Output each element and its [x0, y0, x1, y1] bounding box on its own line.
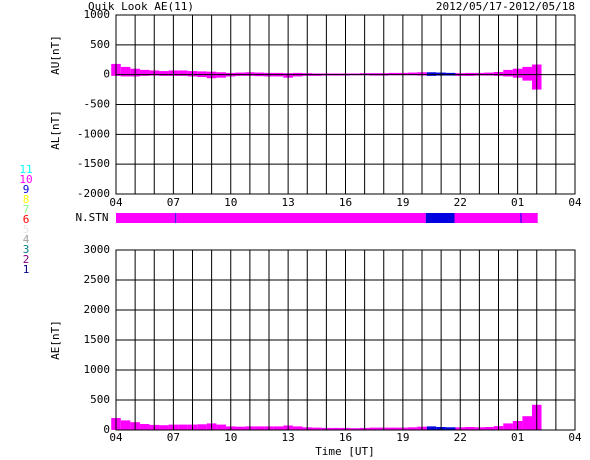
bar	[522, 416, 532, 430]
range-bar	[388, 72, 399, 76]
plot-frame	[115, 14, 576, 195]
legend-label: 10	[19, 173, 32, 186]
x-tick-label: 22	[454, 431, 467, 444]
legend-label: 6	[23, 213, 30, 226]
legend-label: 1	[23, 263, 30, 276]
y-tick-label: -1000	[77, 127, 110, 140]
y-tick-label: 1500	[84, 333, 111, 346]
range-bar	[159, 71, 169, 76]
bar	[235, 426, 246, 430]
bar	[350, 428, 360, 430]
x-tick-label: 19	[396, 431, 409, 444]
bar	[120, 420, 131, 430]
y-tick-label: 1000	[84, 8, 111, 21]
bar	[426, 426, 437, 430]
y-tick-label: 0	[103, 423, 110, 436]
x-label: Time [UT]	[315, 445, 375, 458]
bar	[292, 426, 303, 430]
station-segment	[520, 213, 522, 223]
legend-label: 3	[23, 243, 30, 256]
y-tick-label: 2500	[84, 273, 111, 286]
x-tick-label: 13	[282, 196, 295, 209]
x-tick-label: 04	[109, 196, 123, 209]
range-bar	[407, 72, 418, 76]
legend-label: 7	[23, 203, 30, 216]
legend-label: 8	[23, 193, 30, 206]
y-label: AL[nT]	[49, 110, 62, 150]
bar	[178, 424, 188, 430]
x-tick-label: 22	[454, 196, 467, 209]
x-tick-label: 10	[224, 431, 237, 444]
range-bar	[178, 70, 188, 76]
x-tick-label: 13	[282, 431, 295, 444]
bar	[197, 424, 207, 430]
y-tick-label: -2000	[77, 187, 110, 200]
range-bar	[503, 69, 513, 77]
bar	[216, 424, 226, 430]
range-bar	[522, 66, 532, 81]
range-bar	[484, 72, 494, 76]
range-bar	[120, 66, 131, 77]
bar	[503, 423, 513, 430]
x-tick-label: 07	[167, 431, 180, 444]
range-bar	[139, 69, 150, 76]
station-segment	[116, 213, 176, 223]
station-segment	[521, 213, 538, 223]
bar	[273, 426, 284, 430]
y-tick-label: -1500	[77, 157, 110, 170]
range-bar	[426, 72, 437, 76]
title: Quik Look AE(11)	[88, 0, 194, 13]
n-stn-label: N.STN	[75, 211, 108, 224]
period: 2012/05/17-2012/05/18	[436, 0, 575, 13]
y-label: AU[nT]	[49, 35, 62, 75]
y-tick-label: 500	[90, 393, 110, 406]
bar	[407, 427, 418, 430]
y-label: AE[nT]	[49, 320, 62, 360]
plot-frame	[115, 249, 576, 431]
bar	[445, 427, 456, 430]
bar	[388, 427, 399, 430]
x-tick-label: 16	[339, 431, 352, 444]
bar	[139, 424, 150, 430]
station-segment	[425, 213, 455, 223]
y-tick-label: -500	[84, 98, 111, 111]
bar	[465, 427, 475, 430]
station-segment	[176, 213, 426, 223]
bar	[254, 426, 265, 430]
x-tick-label: 01	[511, 431, 524, 444]
legend-label: 9	[23, 183, 30, 196]
x-tick-label: 07	[167, 196, 180, 209]
bar	[369, 427, 379, 430]
legend-label: 4	[23, 233, 30, 246]
y-tick-label: 1000	[84, 363, 111, 376]
bar	[159, 425, 169, 430]
x-tick-label: 04	[568, 196, 582, 209]
x-tick-label: 10	[224, 196, 237, 209]
y-tick-label: 2000	[84, 303, 111, 316]
y-tick-label: 0	[103, 68, 110, 81]
legend-label: 2	[23, 253, 30, 266]
station-segment	[175, 213, 177, 223]
legend-label: 11	[19, 163, 32, 176]
station-segment	[454, 213, 521, 223]
y-tick-label: 500	[90, 38, 110, 51]
x-tick-label: 04	[109, 431, 123, 444]
bar	[331, 427, 341, 430]
y-tick-label: 3000	[84, 243, 111, 256]
x-tick-label: 04	[568, 431, 582, 444]
x-tick-label: 16	[339, 196, 352, 209]
bar	[484, 427, 494, 430]
bar	[312, 427, 322, 430]
legend-label: 5	[23, 223, 30, 236]
x-tick-label: 19	[396, 196, 409, 209]
x-tick-label: 01	[511, 196, 524, 209]
